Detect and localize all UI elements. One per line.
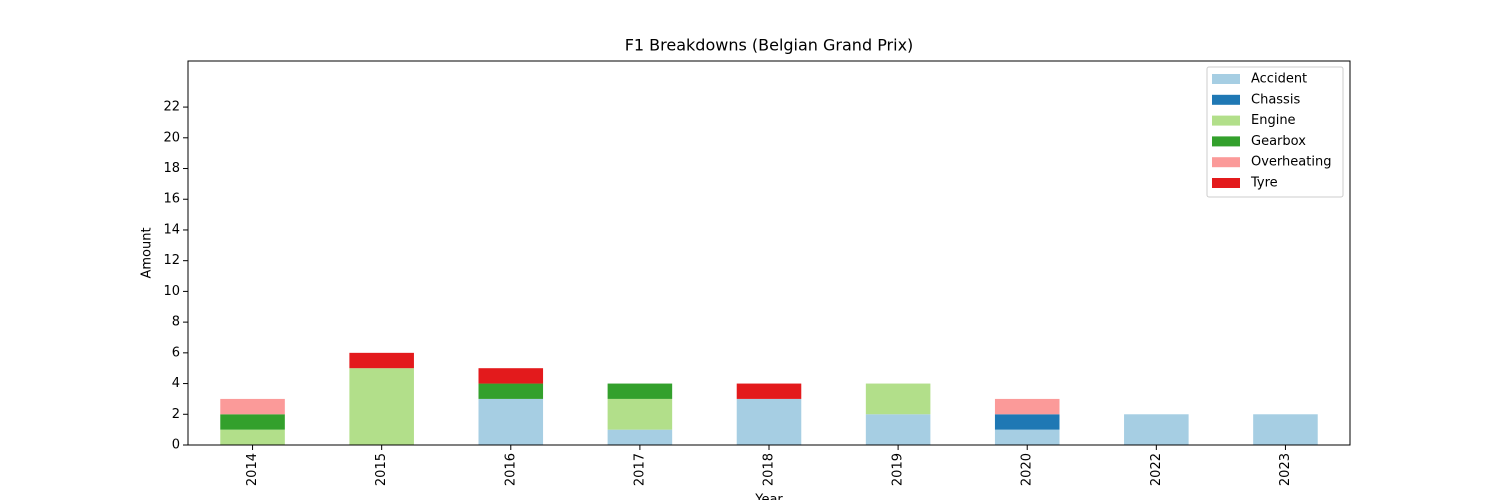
x-axis-label: Year — [754, 493, 783, 500]
bar-segment — [220, 398, 285, 415]
x-tick-label: 2016 — [503, 453, 518, 486]
bar-segment — [994, 429, 1060, 445]
y-tick-label: 12 — [163, 253, 180, 268]
bar-segment — [478, 383, 544, 399]
y-tick-label: 20 — [163, 130, 180, 145]
x-tick-label: 2022 — [1149, 453, 1164, 486]
plot-frame — [187, 60, 1351, 446]
bar-segment — [478, 368, 544, 384]
legend-label: Tyre — [1250, 176, 1278, 191]
y-tick-label: 18 — [163, 161, 180, 176]
legend-swatch — [1212, 94, 1240, 105]
x-tick-label: 2018 — [762, 453, 777, 486]
legend-box — [1206, 66, 1344, 198]
y-tick-label: 10 — [163, 284, 180, 299]
bar-segment — [994, 414, 1060, 430]
bar-segment — [1253, 414, 1318, 445]
bar-segment — [607, 398, 673, 430]
y-axis-label: Amount — [140, 227, 155, 278]
x-tick-label: 2019 — [891, 453, 906, 486]
bar-segment — [349, 352, 414, 369]
legend-swatch — [1212, 157, 1240, 168]
x-tick-label: 2017 — [632, 453, 647, 486]
x-tick-label: 2020 — [1020, 453, 1035, 486]
legend-label: Chassis — [1251, 92, 1300, 107]
y-tick-label: 14 — [163, 222, 180, 237]
bar-segment — [1124, 414, 1189, 445]
x-tick-label: 2023 — [1278, 453, 1293, 486]
legend-label: Overheating — [1251, 155, 1331, 170]
bar-segment — [607, 429, 673, 445]
legend-label: Accident — [1251, 72, 1307, 87]
legend-label: Gearbox — [1251, 134, 1306, 149]
bar-segment — [865, 414, 931, 445]
y-tick-label: 0 — [172, 438, 180, 453]
legend-label: Engine — [1251, 113, 1296, 128]
bar-segment — [220, 429, 285, 445]
chart-title: F1 Breakdowns (Belgian Grand Prix) — [625, 36, 914, 55]
bar-segment — [478, 398, 544, 445]
bar-segment — [349, 368, 414, 445]
legend-swatch — [1212, 115, 1240, 126]
bar-segment — [736, 383, 802, 399]
x-tick-label: 2015 — [374, 453, 389, 486]
bar-segment — [220, 414, 285, 430]
y-tick-label: 2 — [172, 407, 180, 422]
bar-segment — [994, 398, 1060, 415]
x-tick-label: 2014 — [245, 453, 260, 486]
legend-swatch — [1212, 178, 1240, 188]
y-tick-label: 16 — [163, 192, 180, 207]
y-tick-label: 4 — [172, 376, 180, 391]
y-tick-label: 8 — [172, 315, 180, 330]
bar-segment — [865, 383, 931, 415]
bar-segment — [736, 398, 802, 445]
legend-swatch — [1212, 136, 1240, 147]
y-tick-label: 22 — [163, 100, 180, 115]
legend-swatch — [1212, 74, 1240, 84]
bar-segment — [607, 383, 673, 399]
y-tick-label: 6 — [172, 345, 180, 360]
